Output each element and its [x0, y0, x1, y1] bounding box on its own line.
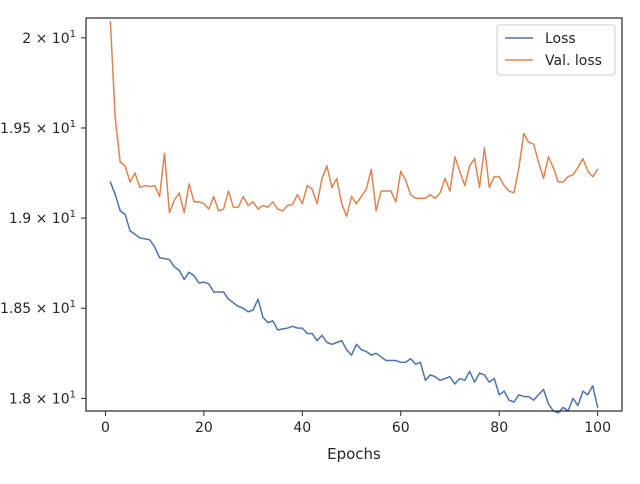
- series-layer: [109, 20, 599, 414]
- legend-label: Loss: [545, 31, 576, 47]
- x-tick-label: 20: [195, 420, 213, 436]
- y-tick-label: 1.95 × 101: [0, 119, 76, 137]
- series-line-val-loss: [109, 20, 599, 218]
- plot-area: [86, 18, 622, 411]
- y-tick-label: 1.9 × 101: [9, 209, 76, 227]
- x-tick-label: 0: [101, 420, 110, 436]
- legend: Loss Val. loss: [496, 24, 616, 76]
- x-tick-label: 60: [392, 420, 410, 436]
- series-line-loss: [109, 181, 599, 414]
- x-tick-label: 40: [293, 420, 311, 436]
- y-axis-ticks: 1.8 × 101 1.85 × 101 1.9 × 101 1.95 × 101 2 …: [0, 29, 86, 407]
- y-tick-label: 2 × 101: [22, 29, 76, 47]
- x-tick-label: 80: [490, 420, 508, 436]
- plot-frame: [85, 17, 623, 412]
- x-tick-label: 100: [584, 420, 611, 436]
- y-tick-label: 1.8 × 101: [9, 389, 76, 407]
- legend-label: Val. loss: [545, 53, 602, 69]
- x-axis-label: Epochs: [327, 445, 381, 463]
- y-tick-label: 1.85 × 101: [0, 299, 76, 317]
- x-axis-ticks: 0 20 40 60 80 100: [101, 411, 611, 436]
